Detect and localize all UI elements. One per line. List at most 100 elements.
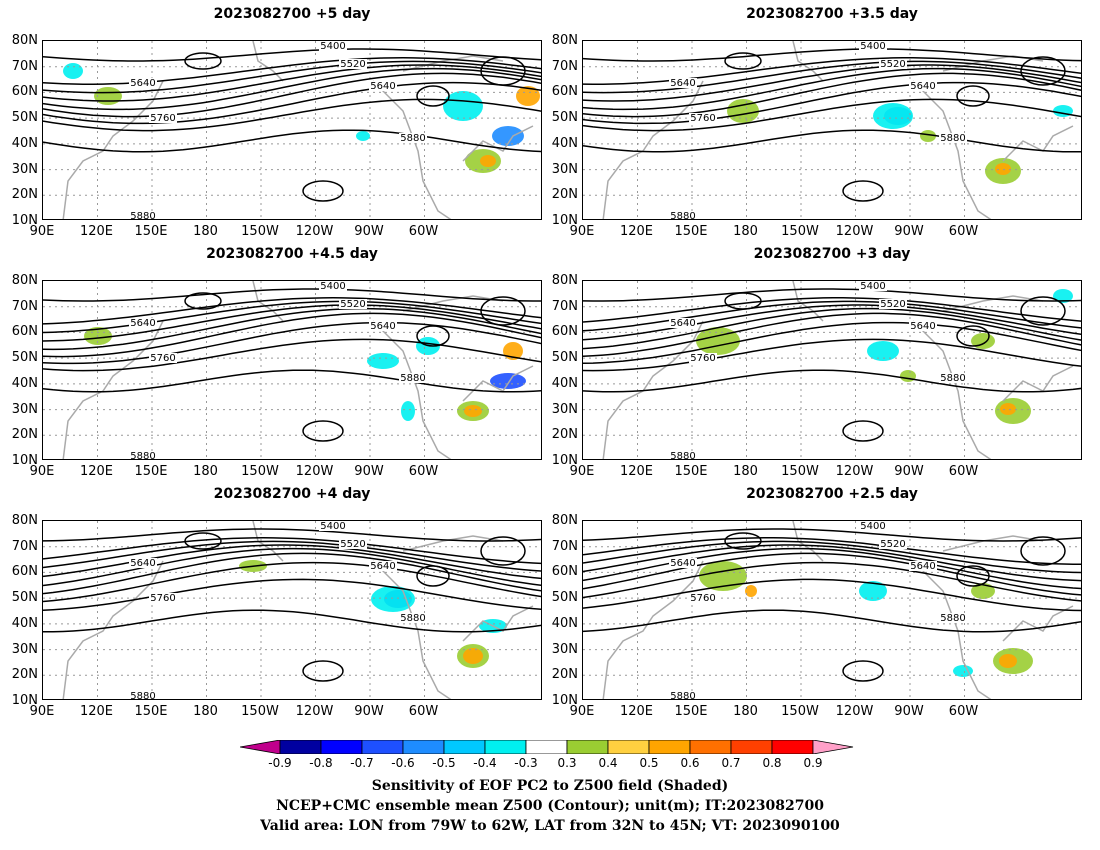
lat-tick-label: 10N bbox=[551, 693, 578, 708]
closed-contour bbox=[956, 85, 990, 107]
z500-contour bbox=[583, 288, 1081, 302]
sensitivity-shading bbox=[867, 341, 899, 361]
z500-contour bbox=[583, 297, 1081, 323]
lat-tick-label: 80N bbox=[551, 33, 578, 48]
map-panel-5: 2023082700 +4 day 5400 5520 5640 5640 5760 58… bbox=[12, 486, 542, 719]
coastline bbox=[602, 80, 704, 219]
map-plot: 5400 5520 5640 5640 5760 5880 5880 bbox=[42, 520, 542, 700]
lon-tick-label: 180 bbox=[193, 464, 218, 479]
lat-tick-label: 80N bbox=[551, 273, 578, 288]
z500-contour bbox=[43, 300, 541, 334]
sensitivity-shading bbox=[480, 155, 496, 167]
coastline bbox=[252, 41, 284, 82]
lon-tick-label: 150E bbox=[674, 224, 708, 239]
lat-tick-label: 20N bbox=[11, 667, 38, 683]
coastline bbox=[792, 41, 824, 82]
map-svg: 5400 5520 5640 5640 5760 5880 5880 bbox=[43, 41, 541, 219]
closed-contour bbox=[416, 565, 450, 587]
caption-contour: NCEP+CMC ensemble mean Z500 (Contour); u… bbox=[276, 798, 824, 814]
closed-contour bbox=[302, 180, 344, 202]
colorbar-swatch bbox=[566, 740, 609, 754]
sensitivity-shading bbox=[995, 163, 1011, 175]
closed-contour bbox=[302, 660, 344, 682]
lat-tick-label: 30N bbox=[551, 161, 578, 177]
lon-tick-label: 180 bbox=[733, 464, 758, 479]
z500-contour bbox=[583, 304, 1081, 341]
z500-contour bbox=[583, 544, 1081, 582]
contour-label-bg bbox=[859, 41, 887, 51]
closed-contour bbox=[480, 536, 526, 566]
contour-label: 5520 bbox=[340, 299, 365, 310]
lat-tick-label: 60N bbox=[11, 564, 38, 580]
lat-tick-label: 20N bbox=[11, 427, 38, 443]
colorbar-tick-label: -0.4 bbox=[473, 756, 497, 770]
lat-tick-label: 30N bbox=[11, 641, 38, 657]
colorbar bbox=[240, 740, 854, 754]
contour-label: 5880 bbox=[400, 133, 425, 144]
sensitivity-shading bbox=[1053, 289, 1073, 303]
contour-label-bg bbox=[129, 78, 157, 88]
lat-tick-label: 30N bbox=[551, 641, 578, 657]
contour-label-bg bbox=[149, 593, 177, 603]
contour-label-bg bbox=[399, 373, 427, 383]
z500-contour bbox=[43, 129, 541, 153]
lat-tick-label: 40N bbox=[11, 375, 38, 391]
lat-tick-label: 80N bbox=[11, 33, 38, 48]
z500-contour bbox=[583, 57, 1081, 85]
contour-label-bg bbox=[939, 613, 967, 623]
closed-contour bbox=[842, 180, 884, 202]
lat-tick-label: 10N bbox=[551, 213, 578, 228]
coastline bbox=[402, 55, 504, 72]
colorbar-swatch bbox=[279, 740, 322, 754]
lon-tick-label: 60W bbox=[408, 224, 439, 239]
z500-contour bbox=[43, 544, 541, 580]
lon-tick-label: 60W bbox=[948, 224, 979, 239]
lat-tick-label: 50N bbox=[551, 590, 578, 606]
lon-tick-label: 90W bbox=[894, 464, 924, 479]
contour-label-bg bbox=[939, 373, 967, 383]
z500-contour bbox=[43, 609, 541, 633]
lon-tick-label: 120W bbox=[835, 704, 874, 719]
colorbar-max-arrow bbox=[812, 740, 854, 754]
contour-label: 5640 bbox=[670, 318, 695, 329]
lat-tick-label: 60N bbox=[11, 84, 38, 100]
contour-label: 5400 bbox=[860, 281, 885, 292]
closed-contour bbox=[184, 292, 222, 310]
contour-label-bg bbox=[669, 691, 697, 699]
colorbar-tick-label: 0.5 bbox=[639, 756, 659, 770]
coastline bbox=[912, 320, 992, 459]
closed-contour bbox=[842, 660, 884, 682]
lon-tick-label: 150W bbox=[241, 704, 279, 719]
colorbar-tick-label: 0.6 bbox=[680, 756, 700, 770]
lat-tick-label: 80N bbox=[11, 513, 38, 528]
map-svg: 5400 5520 5640 5640 5760 5880 5880 bbox=[583, 521, 1081, 699]
map-svg: 5400 5520 5640 5640 5760 5880 5880 bbox=[43, 521, 541, 699]
panel-title: 2023082700 +2.5 day bbox=[746, 486, 918, 502]
contour-label-bg bbox=[129, 691, 157, 699]
map-svg: 5400 5520 5640 5640 5760 5880 5880 bbox=[583, 41, 1081, 219]
lon-tick-label: 180 bbox=[733, 224, 758, 239]
colorbar-swatch bbox=[648, 740, 691, 754]
z500-contour bbox=[583, 300, 1081, 332]
z500-contour bbox=[583, 72, 1081, 118]
contour-label-bg bbox=[669, 78, 697, 88]
lon-tick-label: 60W bbox=[948, 704, 979, 719]
closed-contour bbox=[1020, 536, 1066, 566]
z500-contour bbox=[583, 528, 1081, 542]
map-panel-4: 2023082700 +3 day 5400 5520 5640 5640 5760 58… bbox=[552, 246, 1082, 479]
colorbar-tick-label: -0.5 bbox=[432, 756, 456, 770]
coastline bbox=[1002, 365, 1074, 402]
sensitivity-shading bbox=[401, 401, 415, 421]
contour-label: 5640 bbox=[670, 558, 695, 569]
coastline bbox=[372, 80, 452, 219]
lat-tick-label: 20N bbox=[551, 427, 578, 443]
map-plot: 5400 5520 5640 5640 5760 5880 5880 bbox=[582, 280, 1082, 460]
colorbar-swatch bbox=[320, 740, 363, 754]
z500-contour bbox=[43, 369, 541, 393]
z500-contour bbox=[43, 304, 541, 342]
sensitivity-shading bbox=[900, 370, 916, 382]
colorbar-tick-label: -0.7 bbox=[350, 756, 374, 770]
lon-tick-label: 90E bbox=[29, 464, 55, 479]
colorbar-swatch bbox=[689, 740, 732, 754]
z500-contour bbox=[43, 552, 541, 595]
